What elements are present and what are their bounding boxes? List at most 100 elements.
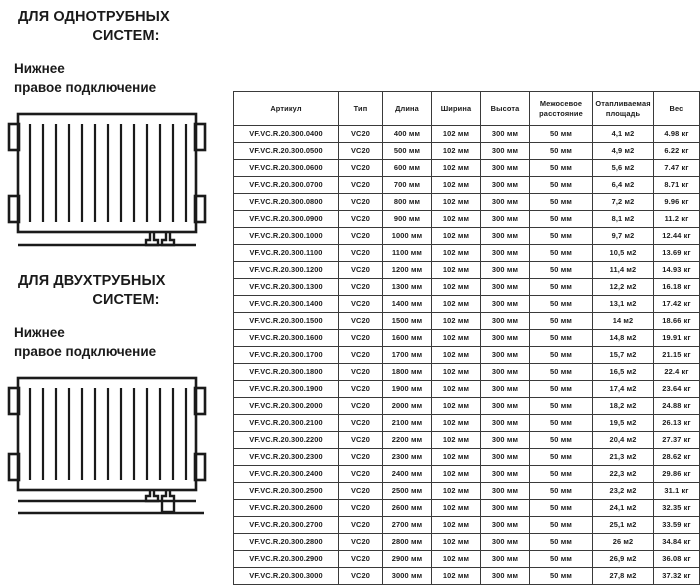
- cell-height: 300 мм: [480, 516, 530, 534]
- cell-height: 300 мм: [480, 465, 530, 483]
- cell-height: 300 мм: [480, 567, 530, 585]
- table-row: VF.VC.R.20.300.0600 VC20 600 мм 102 мм 300 м…: [233, 159, 700, 177]
- cell-weight: 6.22 кг: [653, 142, 700, 160]
- cell-length: 2800 мм: [382, 533, 432, 551]
- cell-length: 800 мм: [382, 193, 432, 211]
- table-row: VF.VC.R.20.300.1200 VC20 1200 мм 102 мм 300 …: [233, 261, 700, 279]
- table-row: VF.VC.R.20.300.2500 VC20 2500 мм 102 мм 300 …: [233, 482, 700, 500]
- cell-height: 300 мм: [480, 210, 530, 228]
- cell-type: VC20: [338, 142, 383, 160]
- table-row: VF.VC.R.20.300.1400 VC20 1400 мм 102 мм 300 …: [233, 295, 700, 313]
- col-header-length: Длина: [382, 91, 432, 126]
- section-single-pipe-subtitle-line1: Нижнее: [14, 61, 65, 77]
- section-two-pipe-subtitle-line2: правое подключение: [14, 344, 157, 360]
- cell-axis-distance: 50 мм: [529, 465, 593, 483]
- cell-axis-distance: 50 мм: [529, 346, 593, 364]
- cell-article: VF.VC.R.20.300.3000: [233, 567, 339, 585]
- col-header-weight: Вес: [653, 91, 700, 126]
- table-row: VF.VC.R.20.300.1700 VC20 1700 мм 102 мм 300 …: [233, 346, 700, 364]
- cell-axis-distance: 50 мм: [529, 244, 593, 262]
- cell-weight: 36.08 кг: [653, 550, 700, 568]
- cell-type: VC20: [338, 261, 383, 279]
- cell-type: VC20: [338, 244, 383, 262]
- cell-type: VC20: [338, 125, 383, 143]
- cell-article: VF.VC.R.20.300.1400: [233, 295, 339, 313]
- cell-length: 900 мм: [382, 210, 432, 228]
- cell-weight: 16.18 кг: [653, 278, 700, 296]
- section-single-pipe-title-line1: ДЛЯ ОДНОТРУБНЫХ: [18, 9, 170, 25]
- cell-height: 300 мм: [480, 278, 530, 296]
- cell-height: 300 мм: [480, 159, 530, 177]
- cell-width: 102 мм: [431, 227, 481, 245]
- cell-width: 102 мм: [431, 414, 481, 432]
- cell-article: VF.VC.R.20.300.1800: [233, 363, 339, 381]
- table-row: VF.VC.R.20.300.2300 VC20 2300 мм 102 мм 300 …: [233, 448, 700, 466]
- cell-height: 300 мм: [480, 176, 530, 194]
- cell-type: VC20: [338, 465, 383, 483]
- cell-type: VC20: [338, 499, 383, 517]
- section-single-pipe: ДЛЯ ОДНОТРУБНЫХ СИСТЕМ: Нижнее правое по…: [0, 8, 232, 258]
- cell-axis-distance: 50 мм: [529, 329, 593, 347]
- table-body: VF.VC.R.20.300.0400 VC20 400 мм 102 мм 300 м…: [233, 125, 700, 585]
- cell-length: 1000 мм: [382, 227, 432, 245]
- cell-height: 300 мм: [480, 499, 530, 517]
- cell-weight: 13.69 кг: [653, 244, 700, 262]
- cell-weight: 12.44 кг: [653, 227, 700, 245]
- cell-article: VF.VC.R.20.300.1200: [233, 261, 339, 279]
- cell-heated-area: 6,4 м2: [592, 176, 654, 194]
- cell-width: 102 мм: [431, 567, 481, 585]
- cell-height: 300 мм: [480, 448, 530, 466]
- cell-height: 300 мм: [480, 329, 530, 347]
- cell-width: 102 мм: [431, 125, 481, 143]
- cell-height: 300 мм: [480, 295, 530, 313]
- cell-axis-distance: 50 мм: [529, 176, 593, 194]
- cell-type: VC20: [338, 397, 383, 415]
- cell-article: VF.VC.R.20.300.2900: [233, 550, 339, 568]
- cell-height: 300 мм: [480, 193, 530, 211]
- cell-weight: 24.88 кг: [653, 397, 700, 415]
- table-row: VF.VC.R.20.300.0400 VC20 400 мм 102 мм 300 м…: [233, 125, 700, 143]
- cell-axis-distance: 50 мм: [529, 125, 593, 143]
- cell-width: 102 мм: [431, 142, 481, 160]
- cell-article: VF.VC.R.20.300.2500: [233, 482, 339, 500]
- cell-weight: 22.4 кг: [653, 363, 700, 381]
- cell-length: 1400 мм: [382, 295, 432, 313]
- cell-axis-distance: 50 мм: [529, 210, 593, 228]
- cell-heated-area: 23,2 м2: [592, 482, 654, 500]
- cell-type: VC20: [338, 295, 383, 313]
- cell-length: 1800 мм: [382, 363, 432, 381]
- section-two-pipe-subtitle-line1: Нижнее: [14, 325, 65, 341]
- cell-article: VF.VC.R.20.300.1700: [233, 346, 339, 364]
- cell-article: VF.VC.R.20.300.2400: [233, 465, 339, 483]
- cell-length: 1900 мм: [382, 380, 432, 398]
- cell-article: VF.VC.R.20.300.1300: [233, 278, 339, 296]
- table-row: VF.VC.R.20.300.2900 VC20 2900 мм 102 мм 300 …: [233, 550, 700, 568]
- cell-heated-area: 16,5 м2: [592, 363, 654, 381]
- cell-length: 700 мм: [382, 176, 432, 194]
- cell-width: 102 мм: [431, 346, 481, 364]
- cell-article: VF.VC.R.20.300.1600: [233, 329, 339, 347]
- cell-height: 300 мм: [480, 431, 530, 449]
- table-row: VF.VC.R.20.300.2600 VC20 2600 мм 102 мм 300 …: [233, 499, 700, 517]
- cell-article: VF.VC.R.20.300.0400: [233, 125, 339, 143]
- cell-width: 102 мм: [431, 193, 481, 211]
- col-header-type: Тип: [338, 91, 383, 126]
- cell-weight: 28.62 кг: [653, 448, 700, 466]
- cell-weight: 32.35 кг: [653, 499, 700, 517]
- table-row: VF.VC.R.20.300.0800 VC20 800 мм 102 мм 300 м…: [233, 193, 700, 211]
- cell-length: 1700 мм: [382, 346, 432, 364]
- table-row: VF.VC.R.20.300.1600 VC20 1600 мм 102 мм 300 …: [233, 329, 700, 347]
- cell-height: 300 мм: [480, 227, 530, 245]
- cell-weight: 14.93 кг: [653, 261, 700, 279]
- cell-length: 1300 мм: [382, 278, 432, 296]
- cell-width: 102 мм: [431, 295, 481, 313]
- cell-length: 500 мм: [382, 142, 432, 160]
- cell-type: VC20: [338, 176, 383, 194]
- cell-article: VF.VC.R.20.300.2000: [233, 397, 339, 415]
- cell-weight: 34.84 кг: [653, 533, 700, 551]
- section-two-pipe-title-line2: СИСТЕМ:: [92, 292, 160, 309]
- cell-weight: 23.64 кг: [653, 380, 700, 398]
- cell-width: 102 мм: [431, 482, 481, 500]
- cell-weight: 7.47 кг: [653, 159, 700, 177]
- cell-length: 1500 мм: [382, 312, 432, 330]
